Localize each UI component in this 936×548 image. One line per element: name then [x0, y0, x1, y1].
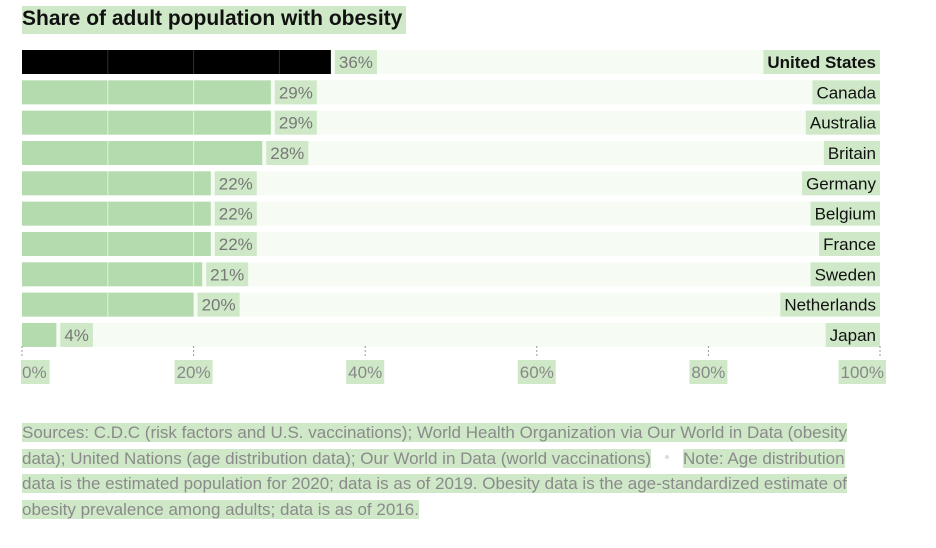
category-label-background	[825, 322, 880, 347]
category-label-background	[823, 140, 880, 165]
category-label: Australia	[810, 114, 877, 133]
value-label-background	[214, 201, 257, 226]
sources-text: Sources: C.D.C (risk factors and U.S. va…	[22, 423, 848, 468]
value-label-background	[266, 140, 309, 165]
x-tick-label: 100%	[841, 363, 884, 382]
chart-title: Share of adult population with obesity	[22, 6, 407, 34]
category-label: France	[823, 235, 876, 254]
bar	[22, 322, 57, 347]
bar-chart: 36% United States 29% Canada 29% Australia 28%…	[21, 50, 886, 384]
category-label-background	[763, 50, 880, 74]
category-label-background	[812, 80, 880, 105]
category-label: United States	[767, 53, 876, 72]
x-tick-label: 40%	[348, 363, 382, 382]
value-label: 36%	[339, 53, 373, 72]
value-label: 20%	[202, 296, 236, 315]
category-label-background	[802, 171, 880, 196]
category-label: Sweden	[815, 265, 876, 284]
value-label: 22%	[219, 174, 253, 193]
x-tick-label: 60%	[520, 363, 554, 382]
value-label: 22%	[219, 205, 253, 224]
x-tick-label-background	[346, 360, 385, 384]
x-tick-label-background	[838, 360, 886, 384]
value-label: 28%	[270, 144, 304, 163]
separator-dot-icon	[656, 446, 677, 467]
value-label-background	[274, 80, 317, 105]
value-label: 22%	[219, 235, 253, 254]
value-label-background	[214, 171, 257, 196]
category-label: Netherlands	[784, 296, 876, 315]
value-label: 4%	[64, 326, 89, 345]
category-label: Germany	[806, 174, 876, 193]
bar	[22, 110, 271, 135]
value-label: 21%	[210, 265, 244, 284]
category-label: Belgium	[815, 205, 876, 224]
bar	[22, 50, 331, 74]
bar	[22, 140, 263, 165]
x-tick-label-background	[689, 360, 728, 384]
category-label: Britain	[828, 144, 876, 163]
row-background	[22, 322, 880, 347]
bar	[22, 80, 271, 105]
bar	[22, 201, 211, 226]
category-label-background	[780, 292, 880, 317]
bar	[22, 231, 211, 256]
value-label-background	[274, 110, 317, 135]
category-label: Japan	[830, 326, 876, 345]
value-label: 29%	[279, 83, 313, 102]
x-tick-label-background	[21, 360, 50, 384]
value-label-background	[214, 231, 257, 256]
value-label-background	[206, 262, 249, 287]
value-label-background	[60, 322, 93, 347]
x-tick-label-background	[517, 360, 556, 384]
category-label-background	[810, 262, 880, 287]
sources-note: Sources: C.D.C (risk factors and U.S. va…	[22, 420, 872, 522]
x-tick-label: 20%	[177, 363, 211, 382]
value-label: 29%	[279, 114, 313, 133]
value-label-background	[334, 50, 377, 74]
x-tick-label: 80%	[691, 363, 725, 382]
category-label-background	[819, 231, 880, 256]
bar	[22, 171, 211, 196]
x-tick-label-background	[174, 360, 213, 384]
x-tick-label: 0%	[22, 363, 47, 382]
value-label-background	[197, 292, 240, 317]
category-label-background	[810, 201, 880, 226]
bar	[22, 262, 203, 287]
category-label-background	[805, 110, 880, 135]
category-label: Canada	[816, 83, 876, 102]
